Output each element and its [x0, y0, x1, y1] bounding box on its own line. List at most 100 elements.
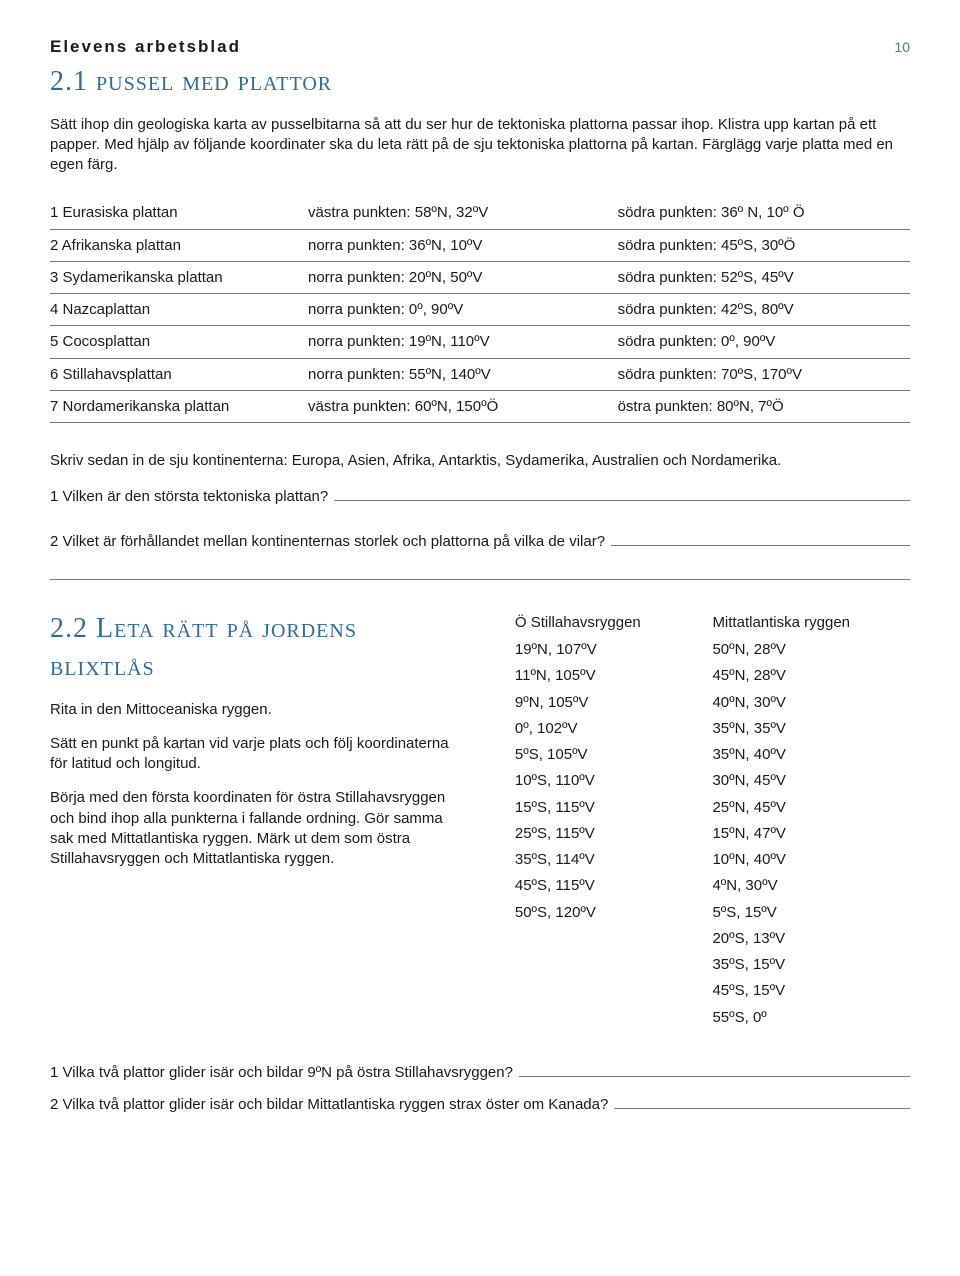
bottom-question-2: 2 Vilka två plattor glider isär och bild… — [50, 1093, 910, 1115]
coords-cell-right: 10ºN, 40ºV — [712, 847, 910, 873]
plate-cell: 2 Afrikanska plattan — [50, 229, 308, 261]
bottom-question-1-text: 1 Vilka två plattor glider isär och bild… — [50, 1063, 513, 1083]
section-2-2-p3: Börja med den första koordinaten för öst… — [50, 788, 465, 869]
coords-cell-right: 5ºS, 15ºV — [712, 900, 910, 926]
coords-row: 35ºS, 114ºV10ºN, 40ºV — [515, 847, 910, 873]
coords-cell-right: 15ºN, 47ºV — [712, 821, 910, 847]
coords-cell-right: 30ºN, 45ºV — [712, 768, 910, 794]
section-2-2-columns: 2.2 Leta rätt på jordens blixtlås Rita i… — [50, 610, 910, 1031]
coords-cell-left — [515, 1005, 713, 1031]
plate-cell: norra punkten: 19ºN, 110ºV — [308, 326, 618, 358]
plate-cell: 4 Nazcaplattan — [50, 294, 308, 326]
page-number: 10 — [894, 38, 910, 57]
plates-table: 1 Eurasiska plattanvästra punkten: 58ºN,… — [50, 197, 910, 423]
coords-row: 19ºN, 107ºV50ºN, 28ºV — [515, 637, 910, 663]
worksheet-label: Elevens arbetsblad — [50, 36, 241, 59]
section-2-1-number: 2.1 — [50, 66, 88, 97]
answer-line[interactable] — [614, 1093, 910, 1109]
section-2-1-text: pussel med plattor — [96, 66, 332, 97]
section-2-2-number: 2.2 — [50, 613, 88, 644]
coords-cell-right: 20ºS, 13ºV — [712, 926, 910, 952]
plate-row: 6 Stillahavsplattannorra punkten: 55ºN, … — [50, 358, 910, 390]
coords-cell-right: 55ºS, 0º — [712, 1005, 910, 1031]
plate-cell: östra punkten: 80ºN, 7ºÖ — [618, 390, 910, 422]
question-2: 2 Vilket är förhållandet mellan kontinen… — [50, 530, 910, 552]
plate-cell: norra punkten: 36ºN, 10ºV — [308, 229, 618, 261]
plate-cell: södra punkten: 45ºS, 30ºÖ — [618, 229, 910, 261]
coords-row: 50ºS, 120ºV5ºS, 15ºV — [515, 900, 910, 926]
bottom-questions: 1 Vilka två plattor glider isär och bild… — [50, 1061, 910, 1116]
coords-cell-right: 35ºN, 35ºV — [712, 716, 910, 742]
plate-cell: södra punkten: 0º, 90ºV — [618, 326, 910, 358]
coords-cell-left: 5ºS, 105ºV — [515, 742, 713, 768]
question-2-text: 2 Vilket är förhållandet mellan kontinen… — [50, 532, 605, 552]
question-1-text: 1 Vilken är den största tektoniska platt… — [50, 487, 328, 507]
coords-cell-right: 50ºN, 28ºV — [712, 637, 910, 663]
plate-cell: 3 Sydamerikanska plattan — [50, 261, 308, 293]
plate-row: 5 Cocosplattannorra punkten: 19ºN, 110ºV… — [50, 326, 910, 358]
section-2-1-intro: Sätt ihop din geologiska karta av pussel… — [50, 115, 910, 176]
coords-cell-left — [515, 926, 713, 952]
section-2-2-right: Ö Stillahavsryggen Mittatlantiska ryggen… — [515, 610, 910, 1031]
coords-cell-right: 45ºN, 28ºV — [712, 663, 910, 689]
answer-line[interactable] — [334, 485, 910, 501]
plate-row: 7 Nordamerikanska plattanvästra punkten:… — [50, 390, 910, 422]
coords-cell-right: 35ºS, 15ºV — [712, 952, 910, 978]
section-2-2-p1: Rita in den Mittoceaniska ryggen. — [50, 700, 465, 720]
plate-cell: 6 Stillahavsplattan — [50, 358, 308, 390]
coords-cell-left: 35ºS, 114ºV — [515, 847, 713, 873]
section-2-1-title: 2.1 pussel med plattor — [50, 63, 910, 101]
plate-cell: 7 Nordamerikanska plattan — [50, 390, 308, 422]
coords-cell-left: 10ºS, 110ºV — [515, 768, 713, 794]
coords-table: Ö Stillahavsryggen Mittatlantiska ryggen… — [515, 610, 910, 1031]
coords-row: 0º, 102ºV35ºN, 35ºV — [515, 716, 910, 742]
coords-cell-right: 25ºN, 45ºV — [712, 795, 910, 821]
answer-line[interactable] — [611, 530, 910, 546]
plate-cell: södra punkten: 70ºS, 170ºV — [618, 358, 910, 390]
coords-row: 11ºN, 105ºV45ºN, 28ºV — [515, 663, 910, 689]
coords-row: 15ºS, 115ºV25ºN, 45ºV — [515, 795, 910, 821]
coords-cell-left — [515, 952, 713, 978]
plate-cell: 1 Eurasiska plattan — [50, 197, 308, 229]
plate-cell: norra punkten: 55ºN, 140ºV — [308, 358, 618, 390]
plate-row: 1 Eurasiska plattanvästra punkten: 58ºN,… — [50, 197, 910, 229]
coords-row: 10ºS, 110ºV30ºN, 45ºV — [515, 768, 910, 794]
header-row: Elevens arbetsblad 10 — [50, 36, 910, 59]
coords-head-right: Mittatlantiska ryggen — [712, 610, 910, 637]
coords-cell-left: 19ºN, 107ºV — [515, 637, 713, 663]
coords-cell-left: 11ºN, 105ºV — [515, 663, 713, 689]
section-2-2-left: 2.2 Leta rätt på jordens blixtlås Rita i… — [50, 610, 465, 1031]
coords-cell-left — [515, 978, 713, 1004]
bottom-question-1: 1 Vilka två plattor glider isär och bild… — [50, 1061, 910, 1083]
section-2-1-after: Skriv sedan in de sju kontinenterna: Eur… — [50, 451, 910, 471]
coords-row: 9ºN, 105ºV40ºN, 30ºV — [515, 690, 910, 716]
plate-row: 4 Nazcaplattannorra punkten: 0º, 90ºVsöd… — [50, 294, 910, 326]
answer-line-continued[interactable] — [50, 558, 910, 580]
bottom-question-2-text: 2 Vilka två plattor glider isär och bild… — [50, 1095, 608, 1115]
coords-cell-right: 45ºS, 15ºV — [712, 978, 910, 1004]
plate-cell: norra punkten: 20ºN, 50ºV — [308, 261, 618, 293]
section-2-2-p2: Sätt en punkt på kartan vid varje plats … — [50, 734, 465, 775]
plate-cell: södra punkten: 42ºS, 80ºV — [618, 294, 910, 326]
plate-cell: norra punkten: 0º, 90ºV — [308, 294, 618, 326]
coords-row: 45ºS, 115ºV4ºN, 30ºV — [515, 873, 910, 899]
answer-line[interactable] — [519, 1061, 910, 1077]
coords-cell-left: 9ºN, 105ºV — [515, 690, 713, 716]
question-1: 1 Vilken är den största tektoniska platt… — [50, 485, 910, 507]
coords-cell-left: 45ºS, 115ºV — [515, 873, 713, 899]
coords-cell-left: 25ºS, 115ºV — [515, 821, 713, 847]
coords-cell-left: 0º, 102ºV — [515, 716, 713, 742]
plate-cell: 5 Cocosplattan — [50, 326, 308, 358]
coords-cell-right: 4ºN, 30ºV — [712, 873, 910, 899]
plate-row: 3 Sydamerikanska plattannorra punkten: 2… — [50, 261, 910, 293]
coords-cell-right: 40ºN, 30ºV — [712, 690, 910, 716]
coords-row: 45ºS, 15ºV — [515, 978, 910, 1004]
plate-row: 2 Afrikanska plattannorra punkten: 36ºN,… — [50, 229, 910, 261]
coords-row: 5ºS, 105ºV35ºN, 40ºV — [515, 742, 910, 768]
coords-row: 35ºS, 15ºV — [515, 952, 910, 978]
coords-head-left: Ö Stillahavsryggen — [515, 610, 713, 637]
section-2-2-text: Leta rätt på jordens blixtlås — [50, 613, 357, 682]
coords-cell-left: 50ºS, 120ºV — [515, 900, 713, 926]
plate-cell: västra punkten: 58ºN, 32ºV — [308, 197, 618, 229]
section-2-2-title: 2.2 Leta rätt på jordens blixtlås — [50, 610, 465, 686]
